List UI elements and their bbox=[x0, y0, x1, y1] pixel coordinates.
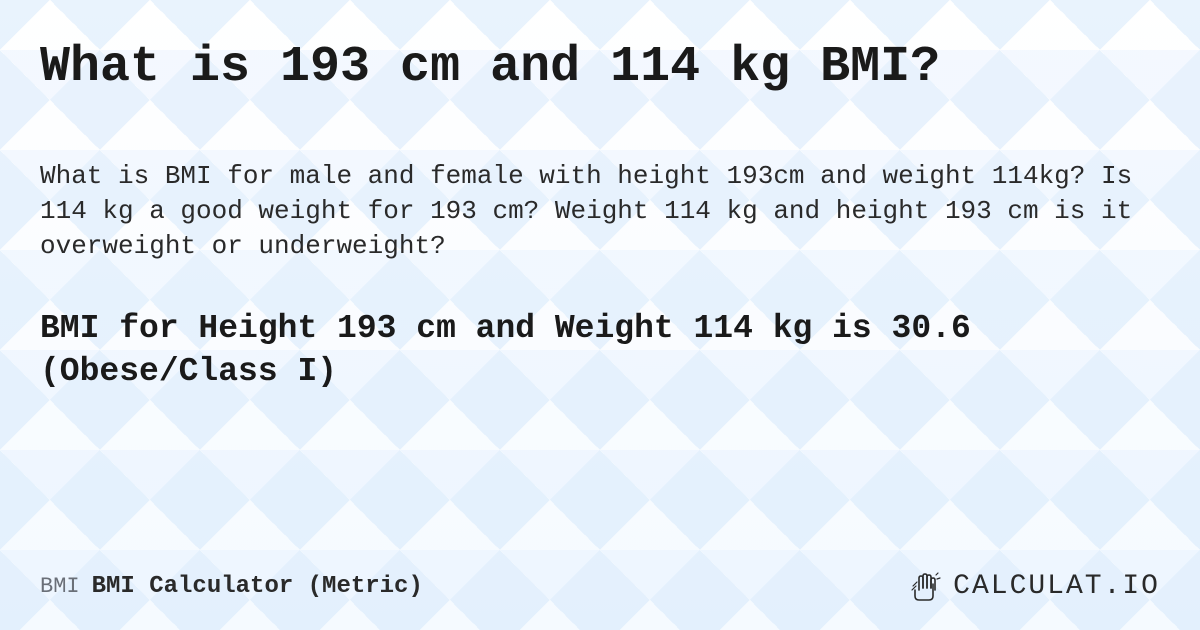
brand-text: CALCULAT.IO bbox=[953, 571, 1160, 602]
brand: CALCULAT.IO bbox=[907, 568, 1160, 604]
description-text: What is BMI for male and female with hei… bbox=[40, 159, 1160, 264]
result-text: BMI for Height 193 cm and Weight 114 kg … bbox=[40, 308, 1160, 394]
calculator-label: BMI Calculator (Metric) bbox=[92, 573, 423, 600]
bmi-small-label: BMI bbox=[40, 574, 80, 599]
brand-hand-icon bbox=[907, 568, 943, 604]
page-title: What is 193 cm and 114 kg BMI? bbox=[40, 40, 1160, 95]
content-area: What is 193 cm and 114 kg BMI? What is B… bbox=[0, 0, 1200, 394]
footer: BMI BMI Calculator (Metric) CALCULAT.IO bbox=[40, 568, 1160, 604]
footer-left: BMI BMI Calculator (Metric) bbox=[40, 573, 423, 600]
